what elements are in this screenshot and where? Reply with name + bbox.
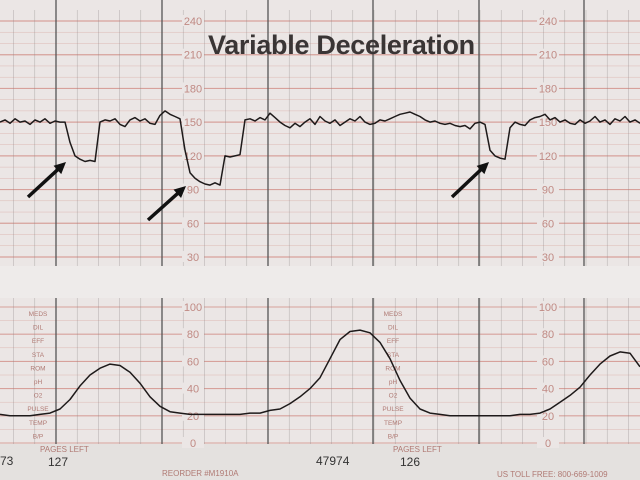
fhr-tick-label: 90 [542,185,554,197]
fhr-tick-label: 30 [542,252,554,264]
tick-label-bg [182,48,204,60]
uc-tick-label: 60 [187,356,199,368]
fhr-trace [0,110,640,186]
reorder-number: REORDER #M1910A [162,469,239,478]
fhr-tick-label: 210 [184,50,202,62]
tick-label-bg [182,15,204,26]
tick-label-bg [537,382,559,394]
uc-row-label: MEDS [29,311,48,318]
tick-label-bg [182,251,204,262]
arrow-head [476,162,489,175]
uc-row-label: pH [34,379,43,386]
uc-row-label: O2 [34,393,43,400]
uc-row-label: pH [389,379,398,386]
tick-label-bg [537,437,559,448]
chart-title: Variable Deceleration [208,30,475,60]
uc-row-label: ROM [30,365,45,372]
arrow [146,190,182,222]
tick-label-bg [537,328,559,340]
uc-tick-label: 40 [542,384,554,396]
tick-label-bg [182,301,204,312]
fhr-tick-label: 150 [539,117,557,129]
fhr-tick-label: 150 [184,117,202,129]
pages-left-2: 126 [400,455,421,469]
tick-label-bg [182,409,204,421]
uc-row-label: EFF [387,338,399,345]
footer-left-number: 73 [0,454,14,468]
uc-tick-label: 0 [190,438,196,450]
tick-label-bg [182,116,204,128]
uc-row-label: B/P [388,433,398,440]
uc-tick-label: 20 [542,411,554,423]
uc-row-label: DIL [33,325,44,332]
uc-row-label: DIL [388,325,399,332]
uc-row-label: B/P [33,433,43,440]
tick-label-bg [537,15,559,26]
uc-row-label: PULSE [382,406,404,413]
panel-gap [0,266,640,298]
fhr-panel [0,0,640,266]
uc-tick-label: 0 [545,438,551,450]
tick-label-bg [182,437,204,448]
fhr-tick-label: 240 [184,16,202,28]
tick-label-bg [182,82,204,94]
pages-left-label-1: PAGES LEFT [40,445,89,454]
tick-label-bg [182,217,204,229]
uc-row-label: ROM [385,365,400,372]
fhr-tick-label: 240 [539,16,557,28]
tick-label-bg [537,251,559,262]
uc-tick-label: 20 [187,411,199,423]
uc-tick-label: 80 [542,329,554,341]
arrow [450,166,485,199]
uc-tick-label: 100 [184,302,202,314]
tick-label-bg [537,301,559,312]
fhr-tick-label: 30 [187,252,199,264]
tick-label-bg [537,409,559,421]
tick-label-bg [182,183,204,195]
uc-row-label: STA [32,352,45,359]
uc-tick-label: 100 [539,302,557,314]
uc-row-label: TEMP [384,420,402,427]
uc-row-label: STA [387,352,400,359]
uc-row-label: EFF [32,338,44,345]
uc-row-label: PULSE [27,406,49,413]
fhr-tick-label: 60 [542,218,554,230]
tick-label-bg [537,82,559,94]
toll-free-number: US TOLL FREE: 800-669-1009 [497,470,608,479]
uc-row-label: MEDS [384,311,403,318]
tick-label-bg [537,217,559,229]
tick-label-bg [537,48,559,60]
fhr-tick-label: 210 [539,50,557,62]
fhr-tick-label: 90 [187,185,199,197]
uc-tick-label: 60 [542,356,554,368]
arrow-head [173,186,186,199]
footer-band [0,444,640,480]
tick-label-bg [537,116,559,128]
pages-left-1: 127 [48,455,69,469]
fhr-tick-label: 120 [539,151,557,163]
arrow [26,166,62,199]
uc-tick-label: 40 [187,384,199,396]
tick-label-bg [537,149,559,161]
uc-tick-label: 80 [187,329,199,341]
fhr-tick-label: 180 [539,83,557,95]
fhr-tick-label: 60 [187,218,199,230]
uc-row-label: O2 [389,393,398,400]
tick-label-bg [537,355,559,367]
tick-label-bg [182,328,204,340]
fhr-tick-label: 120 [184,151,202,163]
tick-label-bg [182,382,204,394]
uc-trace [0,329,640,417]
serial-number: 47974 [316,454,350,468]
uc-panel [0,298,640,444]
pages-left-label-2: PAGES LEFT [393,445,442,454]
tick-label-bg [182,355,204,367]
tick-label-bg [537,183,559,195]
tick-label-bg [182,149,204,161]
fhr-tick-label: 180 [184,83,202,95]
uc-row-label: TEMP [29,420,47,427]
arrow-head [53,162,66,175]
